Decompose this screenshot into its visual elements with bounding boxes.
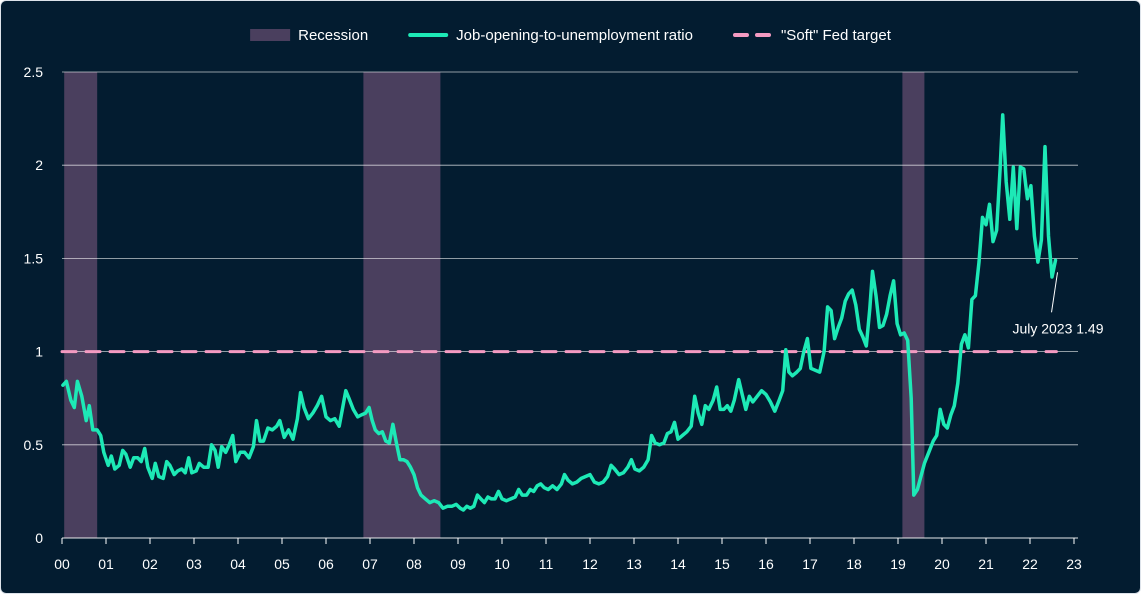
y-tick-label: 2.5 bbox=[24, 64, 44, 80]
legend-item-recession: Recession bbox=[250, 27, 368, 44]
annotation: July 2023 1.49 bbox=[1012, 272, 1104, 336]
x-tick-label: 22 bbox=[1022, 556, 1038, 572]
x-tick-label: 20 bbox=[934, 556, 950, 572]
x-tick-label: 13 bbox=[626, 556, 642, 572]
y-tick-label: 2 bbox=[35, 157, 43, 173]
x-tick-label: 16 bbox=[758, 556, 774, 572]
ratio-line bbox=[61, 113, 1058, 512]
grid-lines bbox=[62, 71, 1078, 539]
y-axis: 0 0.5 1 1.5 2 2.5 bbox=[24, 64, 44, 546]
x-tick-label: 01 bbox=[98, 556, 114, 572]
recession-bands bbox=[64, 72, 925, 538]
x-tick-label: 17 bbox=[802, 556, 818, 572]
annotation-label: July 2023 1.49 bbox=[1012, 320, 1103, 336]
x-tick-label: 12 bbox=[582, 556, 598, 572]
x-tick-label: 11 bbox=[539, 556, 554, 572]
x-tick-label: 23 bbox=[1066, 556, 1082, 572]
recession-band-2 bbox=[902, 72, 925, 538]
legend-item-ratio: Job-opening-to-unemployment ratio bbox=[408, 27, 693, 44]
legend-swatch-recession bbox=[250, 29, 291, 41]
x-tick-label: 15 bbox=[714, 556, 730, 572]
recession-band-1 bbox=[363, 72, 441, 538]
x-tick-label: 07 bbox=[362, 556, 378, 572]
x-axis: 00 01 02 03 04 05 06 07 08 09 10 11 12 13 14 15 16 17 18 19… bbox=[54, 538, 1082, 572]
y-tick-label: 0.5 bbox=[24, 437, 44, 453]
x-tick-label: 08 bbox=[406, 556, 422, 572]
x-tick-label: 10 bbox=[494, 556, 510, 572]
x-tick-label: 04 bbox=[230, 556, 246, 572]
x-tick-label: 02 bbox=[142, 556, 158, 572]
y-tick-label: 0 bbox=[35, 530, 43, 546]
recession-band-0 bbox=[64, 72, 98, 538]
x-tick-label: 00 bbox=[54, 556, 70, 572]
legend-label: "Soft" Fed target bbox=[781, 27, 892, 44]
x-tick-label: 18 bbox=[846, 556, 862, 572]
y-tick-label: 1.5 bbox=[24, 250, 44, 266]
x-tick-label: 09 bbox=[450, 556, 466, 572]
x-tick-label: 14 bbox=[670, 556, 686, 572]
legend-item-target: "Soft" Fed target bbox=[732, 27, 892, 44]
annotation-leader-line bbox=[1051, 272, 1059, 313]
y-tick-label: 1 bbox=[35, 344, 43, 360]
ratio-series bbox=[61, 113, 1058, 512]
legend-label: Job-opening-to-unemployment ratio bbox=[456, 27, 693, 44]
x-tick-label: 19 bbox=[890, 556, 906, 572]
x-tick-label: 03 bbox=[186, 556, 202, 572]
legend: Recession Job-opening-to-unemployment rat… bbox=[250, 27, 892, 44]
x-tick-label: 06 bbox=[318, 556, 334, 572]
x-tick-label: 21 bbox=[978, 556, 994, 572]
x-tick-label: 05 bbox=[274, 556, 290, 572]
legend-label: Recession bbox=[298, 27, 368, 44]
